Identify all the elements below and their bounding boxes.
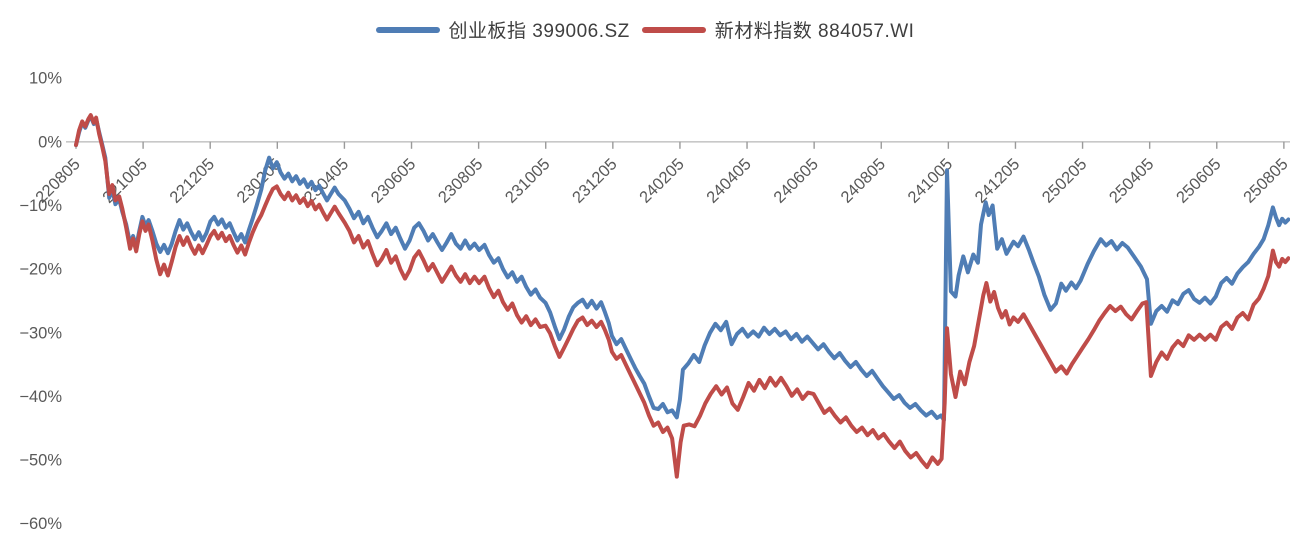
- x-tick-label: 230805: [435, 155, 487, 207]
- x-tick-label: 231205: [569, 155, 621, 207]
- y-tick-label: −50%: [19, 452, 62, 470]
- chart-legend: 创业板指 399006.SZ 新材料指数 884057.WI: [0, 16, 1290, 43]
- x-tick-label: 240805: [837, 155, 889, 207]
- y-tick-label: −20%: [19, 261, 62, 279]
- x-tick-label: 240405: [703, 155, 755, 207]
- x-tick-label: 241205: [972, 155, 1024, 207]
- y-tick-label: −30%: [19, 324, 62, 342]
- series-line-884057.WI: [74, 113, 1290, 479]
- x-tick-label: 240605: [770, 155, 822, 207]
- legend-label: 新材料指数 884057.WI: [714, 21, 915, 42]
- legend-label: 创业板指 399006.SZ: [448, 21, 630, 42]
- x-tick-label: 240205: [636, 155, 688, 207]
- x-tick-label: 250405: [1106, 155, 1158, 207]
- legend-item-new-materials: 新材料指数 884057.WI: [641, 16, 915, 43]
- legend-line-swatch-red: [641, 26, 706, 33]
- x-tick-label: 231005: [502, 155, 554, 207]
- x-tick-label: 250605: [1173, 155, 1225, 207]
- x-tick-label: 230605: [368, 155, 420, 207]
- x-tick-label: 250805: [1240, 155, 1290, 207]
- legend-item-chinext: 创业板指 399006.SZ: [375, 16, 630, 43]
- y-tick-label: 0%: [38, 133, 62, 151]
- legend-line-swatch-blue: [375, 26, 440, 33]
- y-tick-label: −40%: [19, 388, 62, 406]
- y-tick-label: −10%: [19, 197, 62, 215]
- x-tick-label: 250205: [1039, 155, 1091, 207]
- y-tick-label: 10%: [29, 70, 62, 88]
- x-tick-label: 221205: [166, 155, 218, 207]
- y-tick-label: −60%: [19, 515, 62, 533]
- series-line-399006.SZ: [74, 114, 1290, 422]
